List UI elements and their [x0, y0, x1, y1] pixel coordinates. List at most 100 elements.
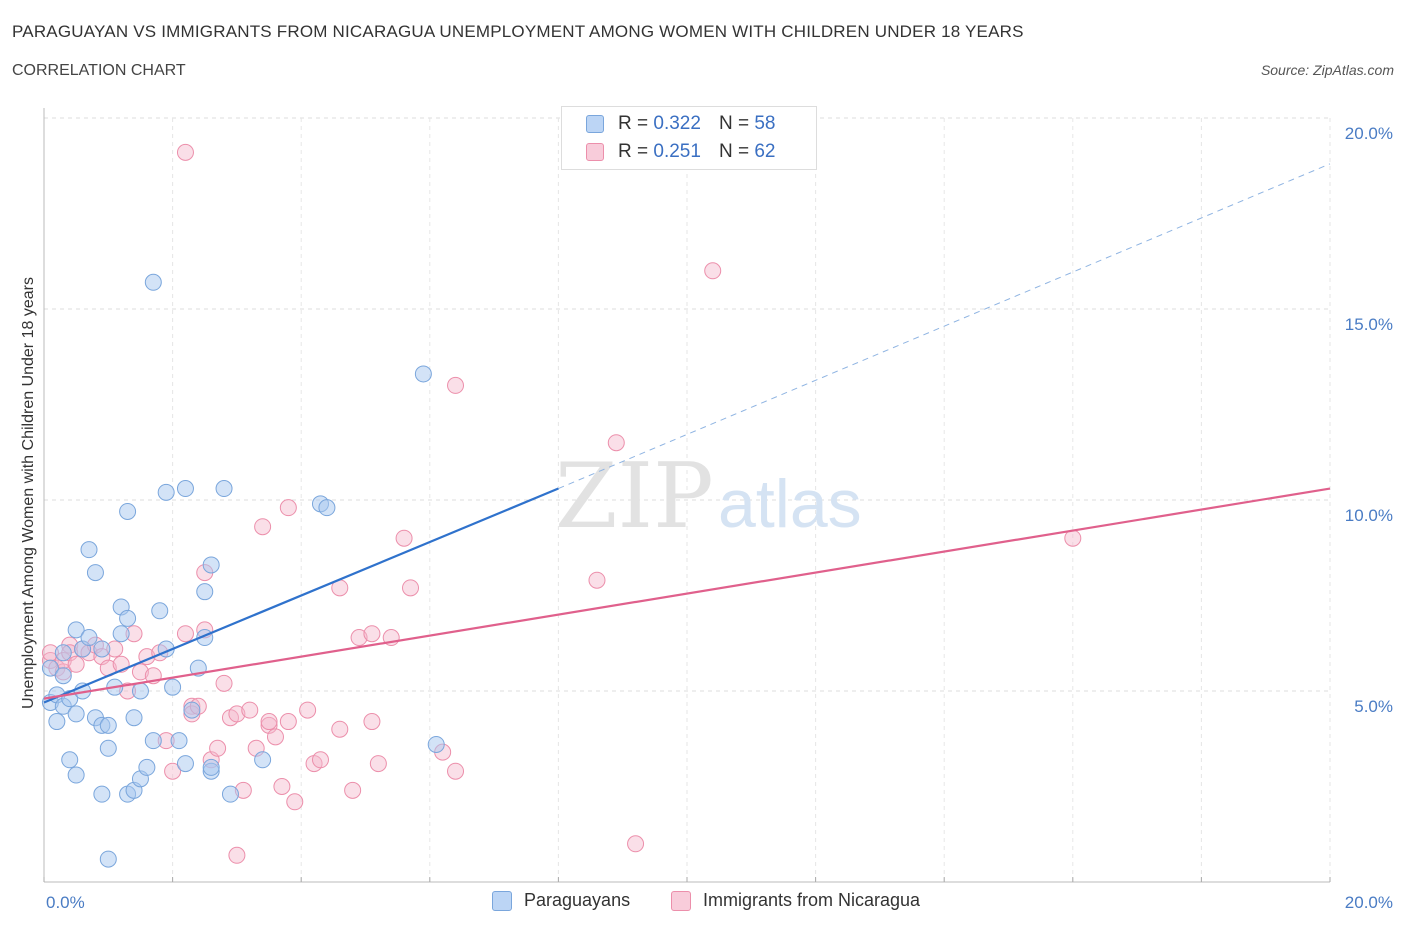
- data-point-nicaragua: [331, 720, 349, 738]
- data-point-nicaragua: [279, 713, 297, 731]
- data-point-nicaragua: [311, 751, 329, 769]
- data-point-paraguayans: [119, 502, 137, 520]
- data-point-paraguayans: [80, 629, 98, 647]
- data-point-paraguayans: [215, 480, 233, 498]
- data-point-nicaragua: [228, 846, 246, 864]
- trend-line-paraguayans-extension: [558, 163, 1331, 490]
- trend-lines: [43, 163, 1331, 704]
- data-point-paraguayans: [125, 709, 143, 727]
- data-point-paraguayans: [414, 365, 432, 383]
- data-point-paraguayans: [67, 766, 85, 784]
- legend-label-paraguayans: Paraguayans: [524, 890, 631, 910]
- data-point-paraguayans: [221, 785, 239, 803]
- data-point-paraguayans: [427, 735, 445, 753]
- source-label: Source: ZipAtlas.com: [1260, 62, 1394, 78]
- data-point-nicaragua: [1064, 529, 1082, 547]
- data-point-nicaragua: [228, 705, 246, 723]
- data-point-paraguayans: [151, 602, 169, 620]
- data-point-paraguayans: [138, 758, 156, 776]
- data-point-paraguayans: [99, 850, 117, 868]
- trend-line-nicaragua: [43, 487, 1331, 700]
- data-point-nicaragua: [260, 713, 278, 731]
- data-point-nicaragua: [363, 625, 381, 643]
- data-point-paraguayans: [93, 785, 111, 803]
- watermark-zip: ZIP: [555, 444, 714, 549]
- data-point-paraguayans: [131, 682, 149, 700]
- data-point-nicaragua: [164, 762, 182, 780]
- data-point-paraguayans: [99, 716, 117, 734]
- data-point-nicaragua: [266, 728, 284, 746]
- data-point-nicaragua: [273, 778, 291, 795]
- data-point-nicaragua: [363, 713, 381, 731]
- series-paraguayans-points: [41, 273, 445, 868]
- trend-line-paraguayans: [43, 487, 559, 704]
- chart-subtitle: CORRELATION CHART: [12, 62, 186, 79]
- legend-swatch-pink: [671, 890, 691, 911]
- legend-r-value: 0.322: [653, 113, 701, 134]
- data-point-nicaragua: [176, 625, 194, 643]
- data-point-paraguayans: [41, 659, 59, 677]
- legend-n-value: 62: [754, 141, 776, 162]
- data-point-paraguayans: [176, 755, 194, 773]
- legend-label-nicaragua: Immigrants from Nicaragua: [703, 890, 921, 910]
- legend-row-paraguayans: R = 0.322 N = 58: [586, 112, 775, 136]
- data-point-nicaragua: [607, 434, 625, 452]
- y-tick-label: 20.0%: [1345, 124, 1393, 143]
- data-point-paraguayans: [119, 609, 137, 627]
- data-point-paraguayans: [48, 713, 66, 731]
- data-point-nicaragua: [67, 655, 85, 673]
- y-tick-label: 10.0%: [1345, 506, 1393, 525]
- legend-n-label: N =: [718, 113, 750, 134]
- data-point-paraguayans: [157, 483, 175, 501]
- data-point-paraguayans: [144, 273, 162, 291]
- y-axis-title: Unemployment Among Women with Children U…: [20, 277, 37, 709]
- data-point-paraguayans: [318, 499, 336, 517]
- data-point-paraguayans: [202, 556, 220, 574]
- data-point-nicaragua: [350, 629, 368, 647]
- legend-swatch-pink: [586, 143, 604, 161]
- legend-item-nicaragua: Immigrants from Nicaragua: [671, 890, 920, 911]
- watermark: ZIP atlas: [555, 444, 862, 549]
- data-point-paraguayans: [196, 583, 214, 601]
- data-point-nicaragua: [627, 835, 645, 853]
- x-tick-label: 0.0%: [46, 893, 85, 912]
- legend-r-label: R =: [618, 141, 649, 162]
- data-point-paraguayans: [93, 640, 111, 658]
- data-point-paraguayans: [67, 621, 85, 639]
- legend-row-nicaragua: R = 0.251 N = 62: [586, 140, 775, 164]
- data-point-nicaragua: [176, 143, 194, 161]
- chart-title: PARAGUAYAN VS IMMIGRANTS FROM NICARAGUA …: [12, 22, 1024, 41]
- data-point-nicaragua: [369, 755, 387, 773]
- legend-swatch-blue: [586, 115, 604, 133]
- tick-labels: 5.0% 10.0% 15.0% 20.0% 0.0% 20.0%: [46, 124, 1393, 912]
- data-point-paraguayans: [61, 751, 79, 769]
- data-point-nicaragua: [395, 529, 413, 547]
- x-tick-label: 20.0%: [1345, 893, 1393, 912]
- data-point-nicaragua: [447, 376, 465, 394]
- data-point-paraguayans: [54, 667, 72, 685]
- axes: [43, 108, 1331, 883]
- data-point-paraguayans: [170, 732, 188, 750]
- data-point-nicaragua: [299, 701, 317, 719]
- data-point-nicaragua: [254, 518, 272, 536]
- data-point-nicaragua: [344, 781, 362, 799]
- data-point-nicaragua: [241, 701, 259, 719]
- y-tick-label: 15.0%: [1345, 315, 1393, 334]
- data-point-paraguayans: [183, 701, 201, 719]
- data-point-paraguayans: [80, 541, 98, 559]
- data-point-nicaragua: [209, 739, 227, 757]
- data-point-nicaragua: [131, 663, 149, 681]
- data-point-paraguayans: [86, 564, 104, 582]
- legend-n-label: N =: [718, 141, 750, 162]
- data-point-paraguayans: [67, 705, 85, 723]
- legend-n-value: 58: [754, 113, 776, 134]
- data-point-paraguayans: [112, 625, 130, 643]
- data-point-paraguayans: [254, 751, 272, 769]
- data-point-nicaragua: [279, 499, 297, 517]
- legend-r-value: 0.251: [653, 141, 701, 162]
- legend-stats: R = 0.322 N = 58 R = 0.251 N = 62: [561, 106, 817, 170]
- data-point-nicaragua: [704, 262, 722, 280]
- data-point-paraguayans: [99, 739, 117, 757]
- data-point-nicaragua: [447, 762, 465, 780]
